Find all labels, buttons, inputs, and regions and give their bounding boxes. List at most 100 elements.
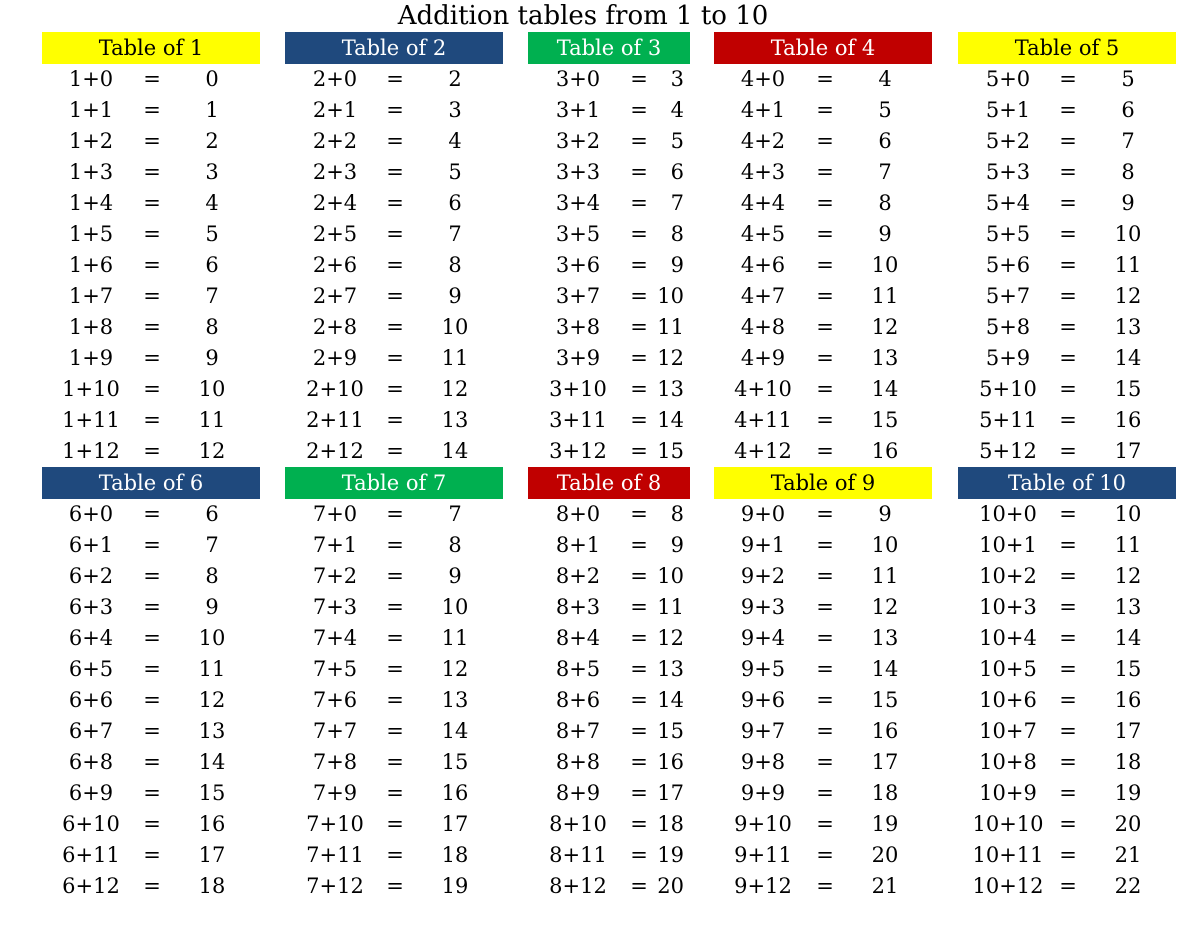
addition-expression: 3+5 [555,222,601,246]
addition-expression: 5+3 [985,160,1031,184]
addition-expression: 4+11 [734,408,792,432]
equals-sign: = [143,502,161,526]
sum-result: 15 [441,750,469,774]
table-row: 5+0 = 5 [0,64,1135,95]
sum-result: 12 [441,377,469,401]
table-row: 2+2 = 4 [0,126,462,157]
sum-result: 3 [448,98,462,122]
table-row: 8+9 = 17 [0,778,684,809]
equals-sign: = [1059,191,1077,215]
sum-result: 12 [871,595,899,619]
addition-expression: 1+6 [68,253,114,277]
sum-result: 13 [1114,595,1142,619]
addition-expression: 5+7 [985,284,1031,308]
addition-expression: 9+1 [740,533,786,557]
sum-result: 3 [670,67,684,91]
equals-sign: = [630,781,648,805]
table-row: 4+9 = 13 [0,343,899,374]
sum-result: 17 [198,843,226,867]
addition-expression: 6+2 [68,564,114,588]
sum-result: 13 [441,688,469,712]
table-row: 5+3 = 8 [0,157,1135,188]
equals-sign: = [1059,160,1077,184]
equals-sign: = [143,564,161,588]
table-row: 5+5 = 10 [0,219,1142,250]
addition-expression: 7+8 [312,750,358,774]
table-row: 6+0 = 6 [0,499,220,530]
sum-result: 6 [205,253,219,277]
equals-sign: = [386,67,404,91]
table-row: 9+6 = 15 [0,685,899,716]
table-row: 7+12 = 19 [0,871,468,902]
sum-result: 11 [1114,253,1142,277]
addition-expression: 2+11 [306,408,364,432]
sum-result: 21 [871,874,899,898]
equals-sign: = [386,439,404,463]
table-row: 5+12 = 17 [0,436,1141,467]
addition-expression: 10+3 [979,595,1037,619]
sum-result: 11 [871,284,899,308]
table-row: 1+0 = 0 [0,64,220,95]
sum-result: 18 [198,874,226,898]
equals-sign: = [386,284,404,308]
addition-expression: 2+12 [306,439,364,463]
addition-expression: 7+5 [312,657,358,681]
table-row: 10+6 = 16 [0,685,1141,716]
table-header: Table of 1 [42,32,260,64]
addition-expression: 4+7 [740,284,786,308]
table-row: 10+12 = 22 [0,871,1141,902]
sum-result: 11 [871,564,899,588]
equals-sign: = [816,253,834,277]
addition-expression: 6+5 [68,657,114,681]
sum-result: 8 [1121,160,1135,184]
table-row: 3+0 = 3 [0,64,684,95]
addition-expression: 1+0 [68,67,114,91]
equals-sign: = [143,688,161,712]
equals-sign: = [630,222,648,246]
sum-result: 18 [1114,750,1142,774]
addition-expression: 8+8 [555,750,601,774]
table-row: 1+2 = 2 [0,126,220,157]
equals-sign: = [816,626,834,650]
table-row: 6+12 = 18 [0,871,225,902]
sum-result: 10 [657,564,684,588]
equals-sign: = [1059,222,1077,246]
sum-result: 8 [670,502,684,526]
table-row: 10+7 = 17 [0,716,1141,747]
addition-expression: 2+0 [312,67,358,91]
sum-result: 2 [448,67,462,91]
sum-result: 9 [878,222,892,246]
addition-expression: 3+9 [555,346,601,370]
table-row: 10+1 = 11 [0,530,1141,561]
addition-expression: 5+8 [985,315,1031,339]
sum-result: 13 [871,346,899,370]
table-row: 9+7 = 16 [0,716,899,747]
equals-sign: = [386,750,404,774]
sum-result: 11 [441,626,469,650]
sum-result: 11 [657,595,684,619]
table-row: 5+9 = 14 [0,343,1142,374]
equals-sign: = [816,377,834,401]
sum-result: 6 [1121,98,1135,122]
sum-result: 14 [871,377,899,401]
sum-result: 5 [448,160,462,184]
table-row: 3+4 = 7 [0,188,684,219]
table-row: 6+11 = 17 [0,840,225,871]
equals-sign: = [143,377,161,401]
sum-result: 12 [1114,564,1142,588]
equals-sign: = [386,377,404,401]
sum-result: 6 [448,191,462,215]
table-row: 7+2 = 9 [0,561,462,592]
equals-sign: = [816,874,834,898]
sum-result: 14 [1114,346,1142,370]
sum-result: 16 [1114,408,1142,432]
equals-sign: = [1059,502,1077,526]
equals-sign: = [386,626,404,650]
equals-sign: = [143,129,161,153]
table-row: 10+9 = 19 [0,778,1141,809]
sum-result: 8 [670,222,684,246]
sum-result: 2 [205,129,219,153]
addition-expression: 2+3 [312,160,358,184]
sum-result: 15 [198,781,226,805]
addition-expression: 9+10 [734,812,792,836]
